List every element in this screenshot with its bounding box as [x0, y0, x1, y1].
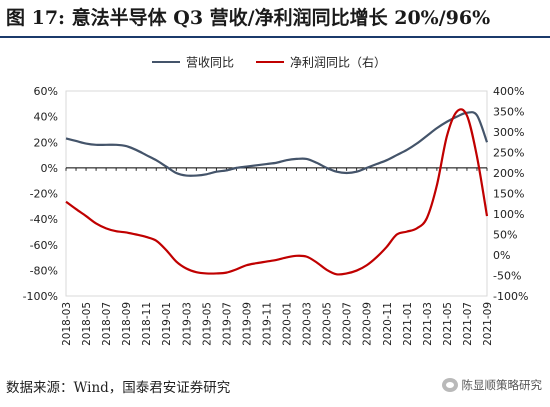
x-tick-label: 2020-07: [342, 302, 354, 346]
x-tick-label: 2021-09: [482, 302, 494, 346]
title-divider: [0, 36, 550, 38]
x-tick-label: 2018-09: [121, 302, 133, 346]
y-left-tick-label: 20%: [34, 136, 58, 149]
y-left-tick-label: 60%: [34, 85, 58, 98]
y-left-tick-label: -100%: [23, 290, 58, 303]
x-tick-label: 2021-05: [442, 302, 454, 346]
y-left-tick-label: 40%: [34, 111, 58, 124]
x-tick-label: 2019-09: [241, 302, 253, 346]
legend-label-revenue: 营收同比: [186, 56, 234, 70]
x-tick-label: 2020-05: [322, 302, 334, 346]
x-tick-label: 2018-11: [141, 302, 153, 346]
y-left-tick-label: 0%: [41, 162, 58, 175]
x-tick-label: 2020-11: [382, 302, 394, 346]
x-tick-label: 2018-05: [81, 302, 93, 346]
watermark: 陈显顺策略研究: [441, 377, 543, 393]
y-right-tick-label: -100%: [493, 290, 528, 303]
x-tick-label: 2020-03: [302, 302, 314, 346]
y-right-tick-label: 200%: [493, 167, 524, 180]
y-left-tick-label: -40%: [30, 213, 58, 226]
chart-svg: 营收同比 净利润同比（右） 60% 40% 20% 0% -20% -40% -60% -80% -…: [23, 55, 529, 346]
y-right-tick-label: 300%: [493, 126, 524, 139]
series-line-revenue: [65, 111, 489, 177]
y-right-tick-label: 400%: [493, 85, 524, 98]
x-tick-label: 2019-11: [261, 302, 273, 346]
x-tick-label: 2021-01: [402, 302, 414, 346]
x-tick-label: 2020-09: [362, 302, 374, 346]
plot-frame: [65, 90, 488, 297]
y-right-tick-label: -50%: [493, 270, 521, 283]
y-right-tick-label: 50%: [493, 229, 517, 242]
y-right-tick-label: 150%: [493, 188, 524, 201]
y-right-tick-label: 250%: [493, 147, 524, 160]
x-tick-label: 2019-03: [181, 302, 193, 346]
x-tick-label: 2019-07: [221, 302, 233, 346]
x-tick-label: 2020-01: [282, 302, 294, 346]
x-tick-label: 2021-03: [422, 302, 434, 346]
y-right-tick-label: 100%: [493, 208, 524, 221]
x-tick-label: 2019-01: [161, 302, 173, 346]
source-note: 数据来源：Wind，国泰君安证券研究: [6, 380, 231, 396]
x-tick-label: 2019-05: [201, 302, 213, 346]
watermark-text: 陈显顺策略研究: [461, 378, 543, 392]
chart-area: 营收同比 净利润同比（右） 60% 40% 20% 0% -20% -40% -60% -80% -…: [0, 40, 550, 370]
y-right-tick-label: 350%: [493, 106, 524, 119]
y-left-tick-label: -60%: [30, 239, 58, 252]
x-tick-label: 2018-03: [61, 302, 73, 346]
wechat-icon: [441, 378, 458, 392]
x-tick-label: 2021-07: [462, 302, 474, 346]
y-left-tick-label: -80%: [30, 264, 58, 277]
y-left-tick-label: -20%: [30, 188, 58, 201]
x-tick-label: 2018-07: [101, 302, 113, 346]
legend-label-profit: 净利润同比（右）: [290, 55, 386, 70]
series-line-profit: [65, 108, 489, 276]
chart-title: 图 17: 意法半导体 Q3 营收/净利润同比增长 20%/96%: [6, 7, 491, 29]
y-right-tick-label: 0%: [493, 249, 510, 262]
